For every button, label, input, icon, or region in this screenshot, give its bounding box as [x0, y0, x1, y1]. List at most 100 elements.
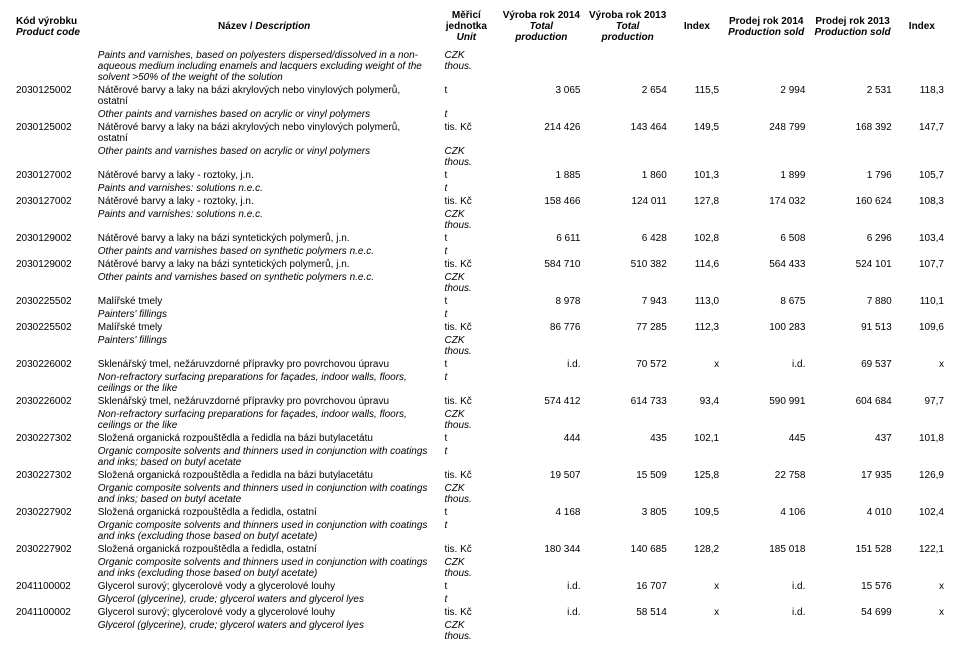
value-cell — [723, 408, 809, 432]
hdr-sold13-l2: Production sold — [815, 27, 891, 38]
table-row: 2030227302Složená organická rozpouštědla… — [12, 432, 948, 445]
product-code-cell: 2030227302 — [12, 469, 94, 482]
value-cell — [584, 108, 670, 121]
value-cell: 101,8 — [896, 432, 948, 445]
value-cell — [896, 145, 948, 169]
value-cell — [809, 49, 895, 84]
value-cell — [498, 271, 584, 295]
value-cell: i.d. — [498, 580, 584, 593]
value-cell — [896, 308, 948, 321]
value-cell — [671, 208, 723, 232]
value-cell — [723, 308, 809, 321]
product-code-cell — [12, 619, 94, 643]
table-row: 2030227902Složená organická rozpouštědla… — [12, 543, 948, 556]
value-cell: 15 576 — [809, 580, 895, 593]
value-cell — [809, 182, 895, 195]
value-cell — [584, 49, 670, 84]
value-cell: x — [671, 606, 723, 619]
description-cell: Nátěrové barvy a laky - roztoky, j.n. — [94, 195, 435, 208]
value-cell — [723, 182, 809, 195]
product-code-cell — [12, 49, 94, 84]
value-cell — [584, 182, 670, 195]
description-cell: Nátěrové barvy a laky na bázi akrylových… — [94, 121, 435, 145]
value-cell: 149,5 — [671, 121, 723, 145]
value-cell: 118,3 — [896, 84, 948, 108]
value-cell — [584, 371, 670, 395]
product-code-cell: 2030125002 — [12, 121, 94, 145]
value-cell — [896, 49, 948, 84]
value-cell: 77 285 — [584, 321, 670, 334]
value-cell: 158 466 — [498, 195, 584, 208]
value-cell: i.d. — [723, 358, 809, 371]
value-cell — [809, 619, 895, 643]
value-cell — [584, 245, 670, 258]
value-cell — [723, 619, 809, 643]
value-cell — [671, 108, 723, 121]
value-cell: 444 — [498, 432, 584, 445]
product-code-cell — [12, 108, 94, 121]
value-cell — [584, 593, 670, 606]
product-code-cell — [12, 334, 94, 358]
value-cell — [809, 408, 895, 432]
hdr-code-en: Product code — [16, 27, 80, 38]
value-cell: 3 805 — [584, 506, 670, 519]
product-code-cell — [12, 182, 94, 195]
unit-cell: tis. Kč — [435, 543, 499, 556]
table-row: Paints and varnishes: solutions n.e.c.t — [12, 182, 948, 195]
value-cell: 147,7 — [896, 121, 948, 145]
value-cell — [584, 445, 670, 469]
value-cell — [809, 593, 895, 606]
table-row: 2041100002Glycerol surový; glycerolové v… — [12, 580, 948, 593]
value-cell: 102,1 — [671, 432, 723, 445]
product-code-cell: 2041100002 — [12, 606, 94, 619]
table-row: Paints and varnishes: solutions n.e.c.CZ… — [12, 208, 948, 232]
unit-cell: t — [435, 108, 499, 121]
product-code-cell — [12, 408, 94, 432]
value-cell — [723, 371, 809, 395]
value-cell — [498, 482, 584, 506]
description-cell: Glycerol surový; glycerolové vody a glyc… — [94, 606, 435, 619]
unit-cell: CZK thous. — [435, 408, 499, 432]
value-cell — [498, 245, 584, 258]
value-cell — [723, 49, 809, 84]
unit-cell: t — [435, 182, 499, 195]
value-cell: 112,3 — [671, 321, 723, 334]
description-cell: Painters' fillings — [94, 334, 435, 358]
value-cell: 1 860 — [584, 169, 670, 182]
value-cell — [498, 371, 584, 395]
value-cell: 97,7 — [896, 395, 948, 408]
table-row: Organic composite solvents and thinners … — [12, 556, 948, 580]
value-cell — [671, 145, 723, 169]
value-cell: 2 994 — [723, 84, 809, 108]
unit-cell: t — [435, 506, 499, 519]
value-cell: 180 344 — [498, 543, 584, 556]
description-cell: Složená organická rozpouštědla a ředidla… — [94, 469, 435, 482]
value-cell: 124 011 — [584, 195, 670, 208]
table-row: Other paints and varnishes based on synt… — [12, 245, 948, 258]
product-code-cell: 2030129002 — [12, 258, 94, 271]
value-cell — [671, 556, 723, 580]
value-cell — [809, 208, 895, 232]
product-code-cell: 2030226002 — [12, 395, 94, 408]
value-cell — [896, 271, 948, 295]
value-cell: 113,0 — [671, 295, 723, 308]
unit-cell: t — [435, 358, 499, 371]
product-code-cell: 2030227302 — [12, 432, 94, 445]
table-row: Paints and varnishes, based on polyester… — [12, 49, 948, 84]
table-row: Painters' fillingst — [12, 308, 948, 321]
description-cell: Organic composite solvents and thinners … — [94, 445, 435, 469]
value-cell: 1 885 — [498, 169, 584, 182]
value-cell: 109,6 — [896, 321, 948, 334]
value-cell — [584, 145, 670, 169]
value-cell — [723, 334, 809, 358]
table-row: Other paints and varnishes based on synt… — [12, 271, 948, 295]
value-cell: 2 531 — [809, 84, 895, 108]
description-cell: Paints and varnishes: solutions n.e.c. — [94, 208, 435, 232]
table-row: 2030227302Složená organická rozpouštědla… — [12, 469, 948, 482]
value-cell: 17 935 — [809, 469, 895, 482]
value-cell: 127,8 — [671, 195, 723, 208]
value-cell: 19 507 — [498, 469, 584, 482]
description-cell: Sklenářský tmel, nežáruvzdorné přípravky… — [94, 358, 435, 371]
description-cell: Nátěrové barvy a laky na bázi syntetický… — [94, 232, 435, 245]
value-cell: 109,5 — [671, 506, 723, 519]
